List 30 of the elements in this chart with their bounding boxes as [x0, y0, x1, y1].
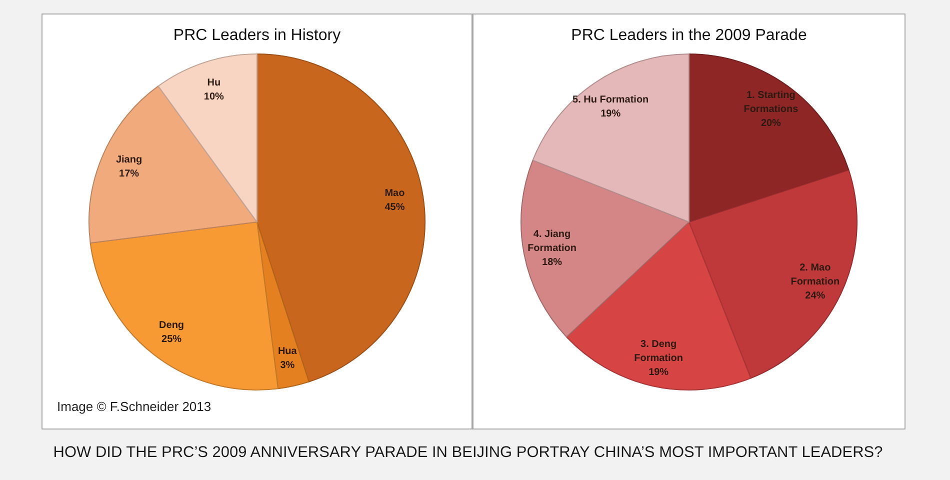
slice-label: 3. Deng Formation — [634, 338, 684, 364]
pie-slice — [158, 54, 258, 222]
data-label: 19% — [648, 366, 669, 378]
data-label: 45% — [384, 202, 405, 213]
pie-slice — [532, 54, 690, 222]
data-label: 24% — [805, 290, 826, 302]
data-label: 17% — [119, 168, 140, 180]
data-label: 18% — [542, 256, 562, 268]
slice-label: Jiang — [116, 154, 142, 166]
slice-label: Hua — [278, 346, 298, 357]
pie-slice — [520, 160, 690, 338]
data-label: 10% — [204, 91, 224, 102]
slice-label: Mao — [384, 188, 405, 199]
slice-label: 5. Hu Formation — [572, 94, 649, 106]
chart-title: PRC Leaders in History — [173, 27, 341, 44]
chart-title: PRC Leaders in the 2009 Parade — [571, 27, 807, 44]
data-label: 25% — [162, 334, 182, 345]
text: Image © F.Schneider 2013 — [57, 399, 212, 414]
slice-label: 1. Starting Formations — [744, 90, 799, 115]
data-label: 20% — [760, 118, 782, 129]
slice-label: 4. Jiang Formation — [528, 228, 576, 254]
text: HOW DID THE PRC’S 2009 ANNIVERSARY PARADE IN BEIJING PORTRAY CHINA’S MOST IMPORTANT LEADERS? — [53, 444, 884, 461]
pie-slice — [256, 54, 426, 382]
slice-label: Hu — [207, 77, 221, 88]
pie-slice — [90, 222, 279, 390]
data-label: 3% — [280, 360, 295, 371]
data-label: 19% — [600, 108, 621, 120]
slice-label: Deng — [159, 320, 184, 331]
pie-slice — [88, 86, 258, 244]
slice-label: 2. Mao Formation — [790, 262, 840, 288]
